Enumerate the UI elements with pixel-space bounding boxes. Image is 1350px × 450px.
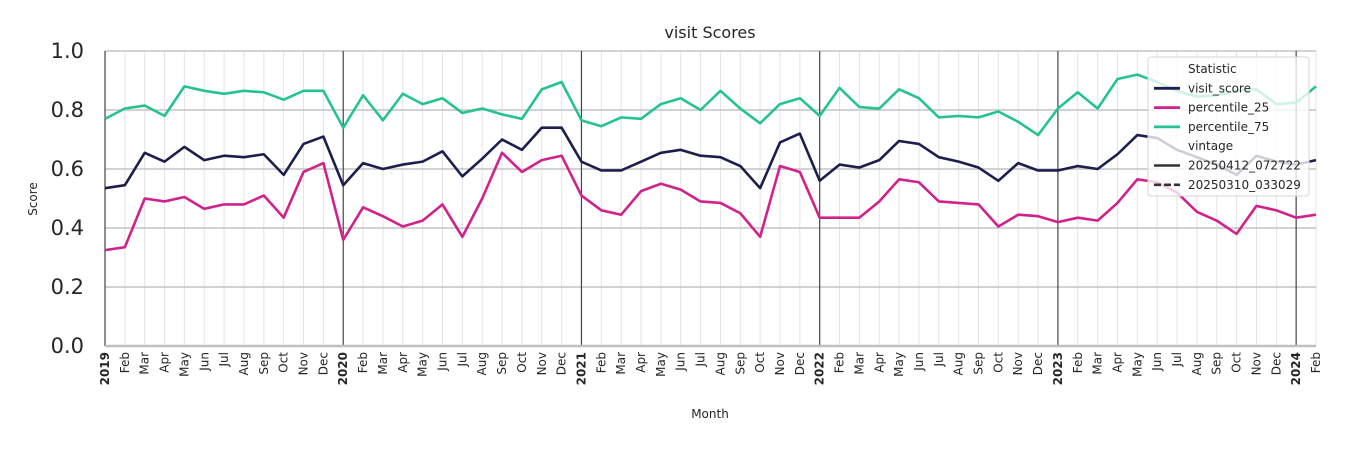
x-tick-label: Dec — [316, 352, 330, 375]
legend-entry-label: percentile_25 — [1188, 101, 1269, 115]
x-tick-label: Apr — [396, 352, 410, 373]
x-tick-label: Aug — [952, 352, 966, 375]
x-tick-label: Dec — [1031, 352, 1045, 375]
grid-lines — [104, 50, 1317, 348]
x-tick-label: Feb — [833, 352, 847, 373]
x-tick-label: May — [177, 352, 191, 377]
x-tick-label: May — [416, 352, 430, 377]
chart-title: visit Scores — [664, 23, 755, 42]
x-tick-label: Jul — [217, 352, 231, 367]
series-line-percentile-75 — [104, 73, 1317, 137]
x-tick-label: Jun — [1150, 352, 1164, 372]
x-tick-label: Mar — [376, 352, 390, 375]
legend-title-vintage: vintage — [1188, 139, 1233, 153]
x-tick-label: Oct — [753, 352, 767, 373]
x-tick-label: Oct — [991, 352, 1005, 373]
x-tick-label: Mar — [138, 352, 152, 375]
x-tick-label: Nov — [1249, 352, 1263, 375]
x-tick-label: Mar — [1091, 352, 1105, 375]
y-tick-label: 0.4 — [51, 216, 84, 240]
legend: Statistic visit_score percentile_25percent… — [1147, 56, 1310, 197]
x-tick-label: Apr — [1110, 352, 1124, 373]
x-tick-label: Apr — [872, 352, 886, 373]
legend-entry-label: 20250310_033029 — [1188, 178, 1301, 192]
y-tick-label: 0.6 — [51, 157, 84, 181]
x-tick-label: Jun — [674, 352, 688, 372]
x-tick-label: Apr — [158, 352, 172, 373]
x-tick-label: Sep — [733, 352, 747, 375]
y-tick-label: 0.0 — [51, 334, 84, 358]
x-tick-label: Feb — [356, 352, 370, 373]
x-tick-label: Nov — [297, 352, 311, 375]
x-tick-year-label: 2024 — [1289, 352, 1303, 385]
y-tick-label: 1.0 — [51, 39, 84, 63]
x-tick-label: Oct — [515, 352, 529, 373]
legend-entry-label: percentile_75 — [1188, 120, 1269, 134]
x-tick-label: Jun — [435, 352, 449, 372]
legend-entry-label: 20250412_072722 — [1188, 159, 1301, 173]
x-tick-year-label: 2021 — [574, 352, 588, 385]
legend-title-statistic: Statistic — [1188, 62, 1237, 76]
x-tick-label: May — [1130, 352, 1144, 377]
x-tick-label: Aug — [237, 352, 251, 375]
x-tick-label: Jul — [1170, 352, 1184, 367]
y-tick-label: 0.8 — [51, 98, 84, 122]
y-tick-label: 0.2 — [51, 275, 84, 299]
x-tick-label: Jul — [455, 352, 469, 367]
plot-area — [105, 51, 1316, 346]
x-tick-label: Feb — [1309, 352, 1323, 373]
x-tick-label: Dec — [793, 352, 807, 375]
y-axis-label: Score — [26, 182, 40, 216]
x-tick-year-label: 2019 — [98, 352, 112, 385]
x-tick-year-label: 2023 — [1051, 352, 1065, 385]
x-tick-label: Nov — [773, 352, 787, 375]
legend-entry-label: visit_score — [1188, 81, 1251, 95]
x-tick-label: Jul — [932, 352, 946, 367]
x-tick-label: Aug — [1190, 352, 1204, 375]
x-tick-label: May — [654, 352, 668, 377]
x-tick-label: Nov — [535, 352, 549, 375]
series-line-visit-score — [104, 126, 1317, 190]
x-tick-label: Feb — [118, 352, 132, 373]
x-tick-label: Jul — [694, 352, 708, 367]
x-tick-label: Apr — [634, 352, 648, 373]
x-axis: 2019 Feb Mar Apr May Jun Jul Aug Sep Oct Nov Dec 202… — [98, 352, 1323, 386]
legend-box — [1147, 56, 1310, 197]
x-tick-label: Feb — [1071, 352, 1085, 373]
x-tick-label: Dec — [1269, 352, 1283, 375]
series-lines — [104, 73, 1317, 252]
x-tick-label: Aug — [713, 352, 727, 375]
x-tick-label: Mar — [614, 352, 628, 375]
series-line-percentile-25 — [104, 151, 1317, 252]
x-tick-label: Jun — [197, 352, 211, 372]
x-tick-label: Dec — [555, 352, 569, 375]
x-tick-label: Nov — [1011, 352, 1025, 375]
x-tick-label: Mar — [852, 352, 866, 375]
x-tick-year-label: 2020 — [336, 352, 350, 385]
x-tick-label: May — [892, 352, 906, 377]
x-tick-label: Sep — [1210, 352, 1224, 375]
y-axis: 0.0 0.2 0.4 0.6 0.8 1.0 — [51, 39, 84, 358]
x-tick-label: Sep — [972, 352, 986, 375]
x-tick-label: Sep — [257, 352, 271, 375]
x-tick-label: Oct — [1230, 352, 1244, 373]
x-tick-year-label: 2022 — [813, 352, 827, 385]
x-tick-label: Jun — [912, 352, 926, 372]
x-tick-label: Oct — [277, 352, 291, 373]
x-tick-label: Feb — [594, 352, 608, 373]
x-axis-label: Month — [691, 407, 729, 421]
x-tick-label: Aug — [475, 352, 489, 375]
x-tick-label: Sep — [495, 352, 509, 375]
